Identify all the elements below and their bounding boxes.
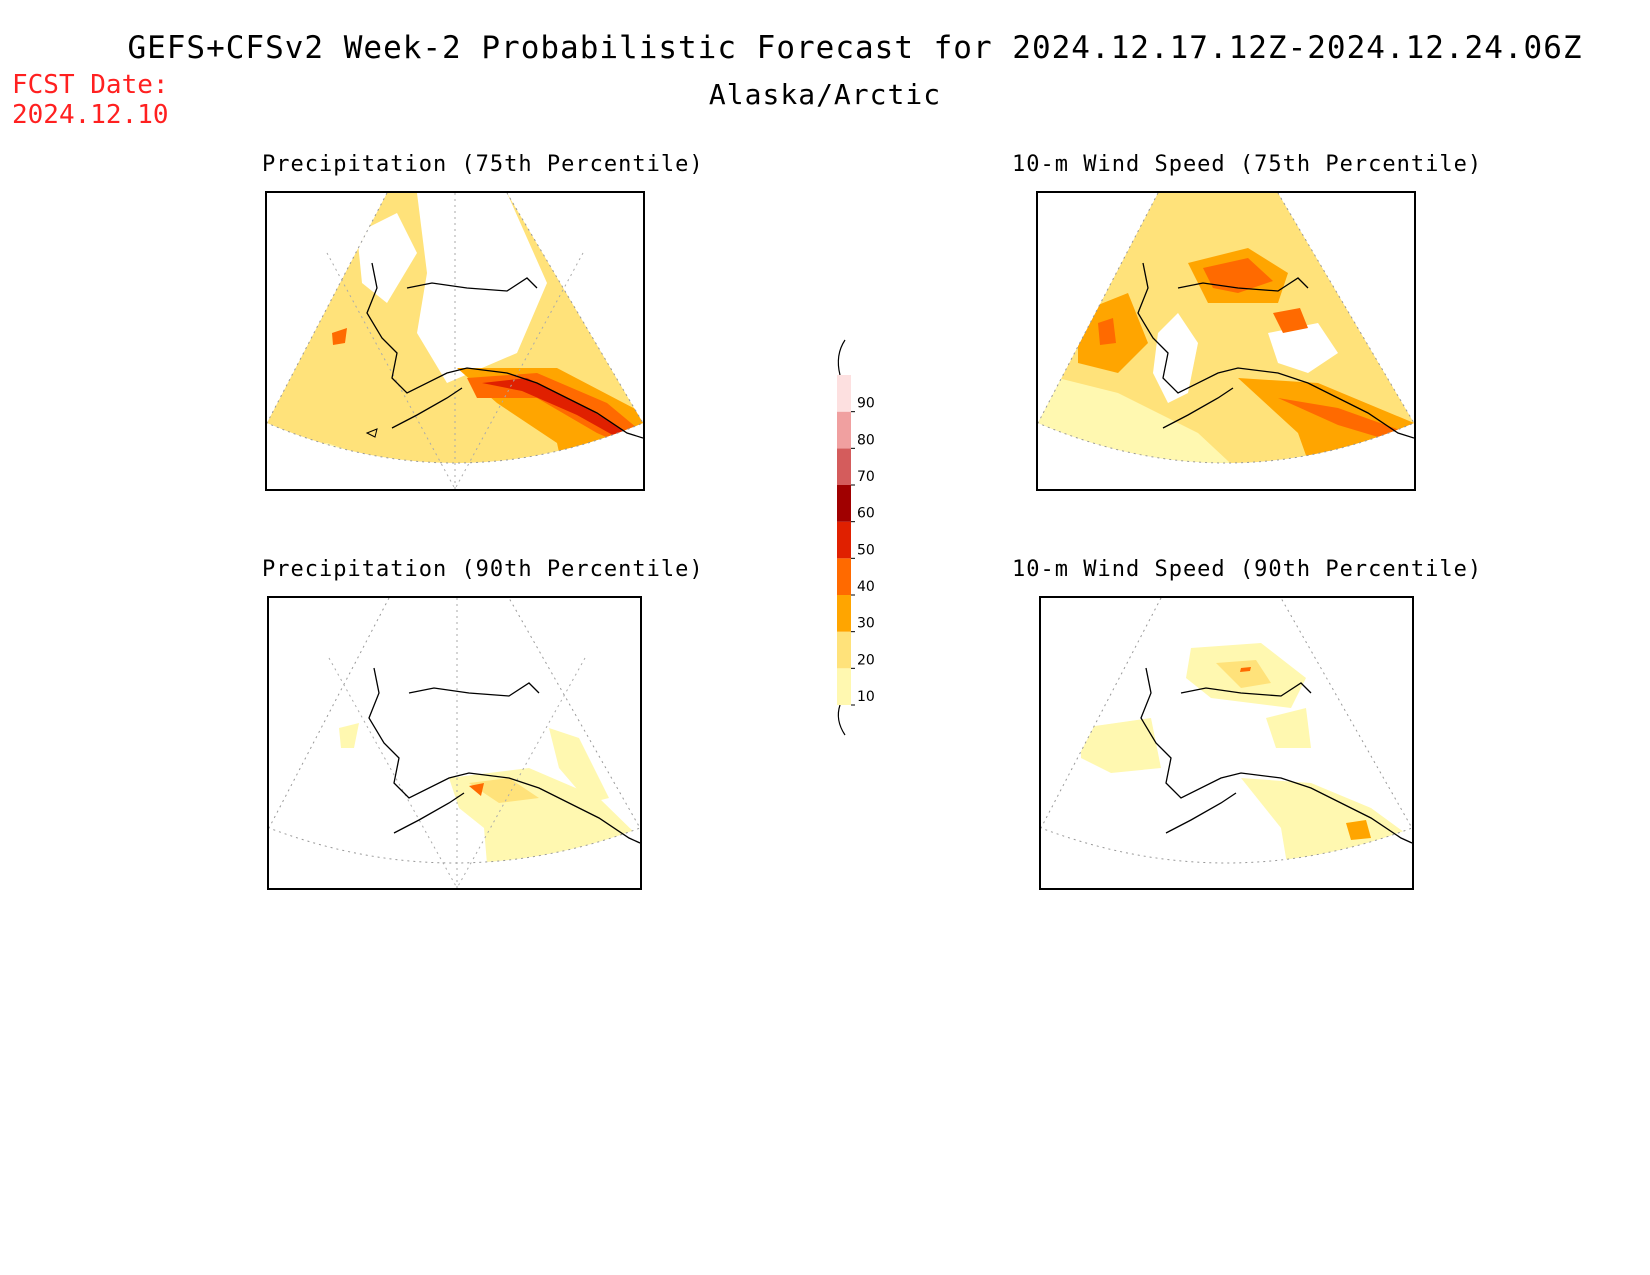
legend-swatch-70 bbox=[837, 448, 851, 485]
panel-title-wind-75: 10-m Wind Speed (75th Percentile) bbox=[1012, 152, 1483, 177]
color-legend: 10 20 30 40 50 60 70 80 90 bbox=[825, 335, 885, 740]
region-subtitle: Alaska/Arctic bbox=[708, 78, 942, 111]
panel-title-wind-90: 10-m Wind Speed (90th Percentile) bbox=[1012, 557, 1483, 582]
forecast-date: FCST Date: 2024.12.10 bbox=[12, 70, 169, 130]
map-precip-75 bbox=[265, 191, 645, 491]
legend-swatch-80 bbox=[837, 411, 851, 449]
map-precip-90 bbox=[267, 596, 642, 890]
legend-swatch-40 bbox=[837, 558, 851, 595]
legend-label-60: 60 bbox=[857, 506, 875, 522]
legend-label-40: 40 bbox=[857, 579, 875, 595]
legend-label-20: 20 bbox=[857, 652, 875, 668]
map-wind-75 bbox=[1036, 191, 1416, 491]
legend-swatch-50 bbox=[837, 521, 851, 559]
forecast-date-label: FCST Date: bbox=[12, 70, 169, 100]
legend-swatch-30 bbox=[837, 595, 851, 632]
legend-swatch-90 bbox=[837, 375, 851, 412]
legend-label-90: 90 bbox=[857, 396, 875, 412]
legend-swatch-60 bbox=[837, 485, 851, 522]
legend-swatch-10 bbox=[837, 668, 851, 705]
panel-title-precip-75: Precipitation (75th Percentile) bbox=[262, 152, 704, 177]
forecast-date-value: 2024.12.10 bbox=[12, 100, 169, 130]
legend-label-80: 80 bbox=[857, 432, 875, 448]
main-title: GEFS+CFSv2 Week-2 Probabilistic Forecast… bbox=[127, 30, 1583, 66]
legend-swatch-20 bbox=[837, 631, 851, 669]
map-wind-90 bbox=[1039, 596, 1414, 890]
legend-label-10: 10 bbox=[857, 689, 875, 705]
panel-title-precip-90: Precipitation (90th Percentile) bbox=[262, 557, 704, 582]
legend-label-50: 50 bbox=[857, 542, 875, 558]
legend-label-30: 30 bbox=[857, 616, 875, 632]
legend-label-70: 70 bbox=[857, 469, 875, 485]
